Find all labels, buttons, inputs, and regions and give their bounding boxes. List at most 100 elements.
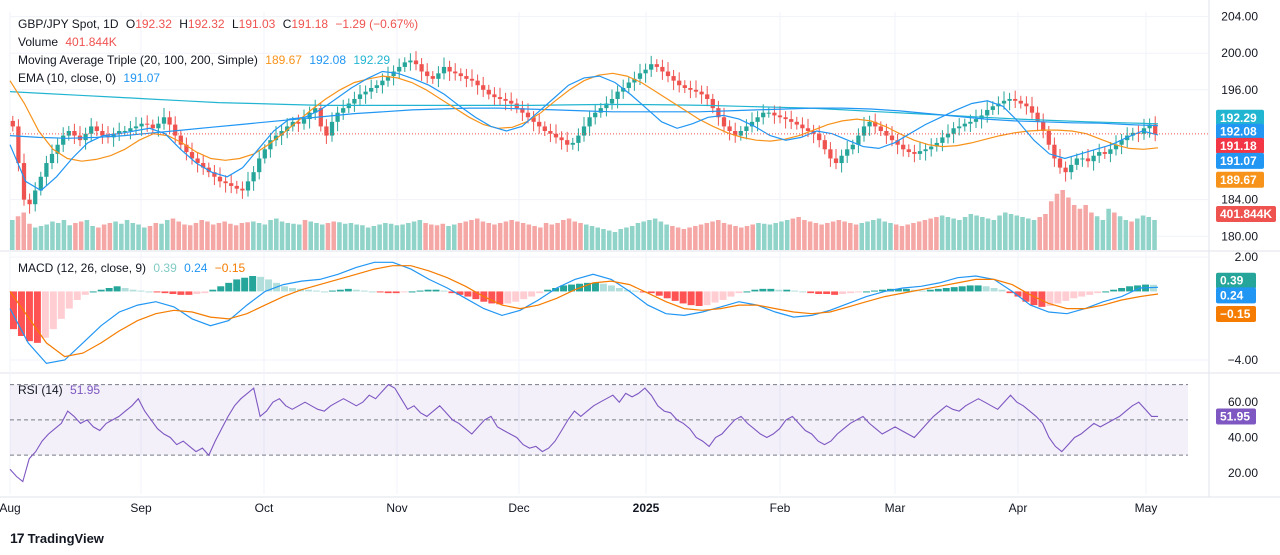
candle-body	[671, 76, 676, 81]
ma100-badge-bg	[1216, 123, 1264, 140]
macd-hist-badge-bg	[1216, 272, 1256, 289]
macd-hist-bar	[918, 290, 926, 292]
volume-bar	[842, 221, 847, 250]
candle-body	[27, 199, 32, 205]
candle-body	[268, 140, 273, 150]
macd-hist-bar	[599, 283, 607, 292]
volume-bar	[939, 215, 945, 250]
candle-body	[598, 108, 603, 113]
candle-body	[537, 121, 542, 127]
candle-body	[133, 126, 139, 129]
symbol-label[interactable]: GBP/JPY Spot, 1D	[18, 17, 119, 31]
legend-price: GBP/JPY Spot, 1D O192.32 H192.32 L191.03…	[18, 16, 422, 32]
candle-body	[324, 126, 329, 136]
volume-bar	[440, 223, 446, 250]
candle-body	[615, 91, 620, 99]
candle-body	[161, 117, 167, 124]
ema-value: 191.07	[123, 71, 161, 85]
candle-body	[380, 80, 385, 86]
macd-hist-bar	[432, 289, 440, 292]
macd-hist-bar	[440, 290, 448, 292]
volume-bar	[595, 227, 601, 250]
volume-bar	[210, 224, 216, 250]
time-tick-label: Nov	[386, 501, 407, 515]
candle-body	[49, 153, 55, 164]
macd-hist-bar	[711, 291, 719, 303]
footer-brand[interactable]: 17 TradingView	[10, 530, 104, 546]
candle-body	[72, 131, 77, 136]
volume-bar	[945, 217, 951, 250]
macd-hist-bar	[1014, 291, 1022, 297]
volume-bar	[119, 223, 124, 250]
macd-hist-bar	[400, 291, 408, 293]
ma100-value: 192.08	[309, 53, 347, 67]
candle-body	[1074, 158, 1079, 165]
volume-bar	[1129, 221, 1134, 250]
macd-label[interactable]: MACD (12, 26, close, 9)	[18, 261, 147, 275]
ma200-badge-bg	[1216, 109, 1264, 126]
macd-hist-bar	[25, 291, 33, 342]
candle-body	[901, 144, 906, 150]
volume-bar	[67, 225, 72, 250]
ema-label[interactable]: EMA (10, close, 0)	[18, 71, 117, 85]
volume-bar	[342, 223, 348, 250]
candle-body	[1119, 140, 1124, 145]
volume-bar	[893, 224, 899, 250]
volume-bar	[130, 223, 136, 250]
macd-hist-bar	[472, 291, 480, 300]
candle-body	[167, 117, 172, 125]
volume-bar	[882, 221, 888, 250]
volume-bar	[228, 223, 233, 250]
macd-hist-bar	[368, 291, 376, 293]
candle-body	[833, 158, 839, 164]
macd-hist-bar	[209, 289, 217, 292]
ma20-badge-bg	[1216, 171, 1264, 188]
candle-body	[117, 131, 122, 134]
macd-hist-bar	[655, 291, 663, 296]
candle-body	[352, 98, 357, 104]
macd-hist-bar	[1022, 291, 1030, 302]
macd-hist-bar	[121, 288, 129, 292]
macd-hist-bar	[1126, 286, 1134, 292]
candle-body	[486, 89, 491, 95]
volume-bar	[1060, 190, 1065, 250]
volume-bar	[1140, 215, 1146, 250]
macd-hist-bar	[671, 291, 679, 301]
time-tick-label: Aug	[0, 501, 21, 515]
candle-body	[1007, 98, 1012, 101]
candle-body	[755, 117, 760, 122]
volume-bar	[641, 221, 646, 250]
candle-body	[985, 109, 990, 116]
volume-bar	[710, 221, 715, 250]
macd-hist-bar	[894, 288, 902, 292]
candle-body	[531, 117, 536, 122]
volume-bar	[561, 220, 566, 250]
macd-hist-value: 0.39	[153, 261, 177, 275]
candle-body	[1046, 131, 1051, 145]
candle-body	[503, 98, 508, 101]
volume-bar	[899, 226, 905, 250]
macd-hist-bar	[591, 282, 599, 292]
legend-macd: MACD (12, 26, close, 9) 0.39 0.24 −0.15	[18, 260, 249, 276]
volume-bar	[865, 221, 870, 250]
volume-bar	[279, 221, 285, 250]
macd-hist-bar	[990, 288, 998, 292]
ma-label[interactable]: Moving Average Triple (20, 100, 200, Sim…	[18, 53, 258, 67]
volume-bar	[1112, 212, 1117, 250]
volume-bar	[871, 220, 876, 250]
candle-body	[772, 112, 777, 116]
candle-body	[1063, 167, 1068, 173]
macd-hist-bar	[767, 288, 775, 292]
volume-label[interactable]: Volume	[18, 35, 59, 49]
rsi-label[interactable]: RSI (14)	[18, 383, 63, 397]
macd-hist-bar	[376, 291, 384, 293]
volume-bar	[1054, 193, 1060, 250]
candle-body	[805, 128, 811, 131]
ma20-line	[9, 72, 1159, 162]
macd-hist-bar	[647, 291, 655, 294]
volume-bar	[997, 215, 1002, 250]
candle-body	[33, 190, 38, 205]
macd-hist-bar	[807, 291, 815, 294]
candle-body	[223, 181, 228, 184]
